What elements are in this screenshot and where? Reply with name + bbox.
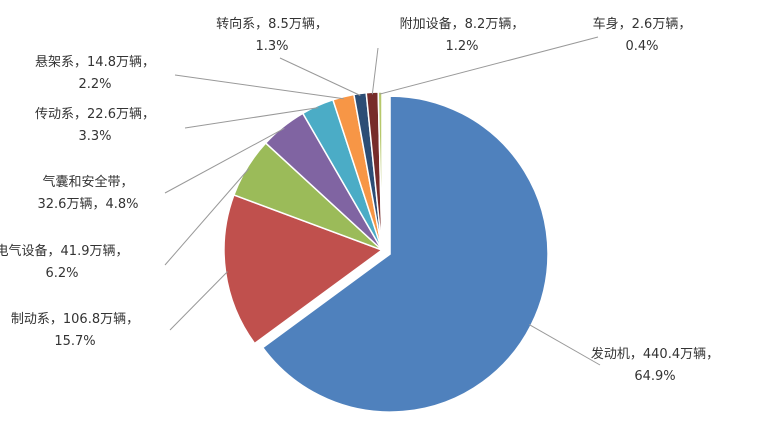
data-label: 制动系，106.8万辆， 15.7% [11, 312, 139, 349]
data-label: 车身，2.6万辆， 0.4% [593, 16, 692, 54]
leader-line [174, 74, 344, 100]
label-part: 2.6万辆 [632, 17, 679, 32]
label-part: ， [315, 17, 328, 32]
label-part: ， [74, 107, 87, 122]
data-label: 气囊和安全带， 32.6万辆，4.8% [38, 174, 139, 212]
data-label: 悬架系，14.8万辆， 2.2% [35, 55, 155, 92]
leader-line [164, 168, 250, 266]
label-part: 8.5万辆 [268, 17, 315, 32]
label-part: 1.2% [445, 39, 478, 54]
pie-slice [377, 91, 383, 251]
label-part: ， [126, 312, 139, 327]
label-part: 0.4% [625, 39, 658, 54]
data-label: 转向系，8.5万辆， 1.3% [216, 16, 328, 54]
label-part: 8.2万辆 [465, 17, 512, 32]
label-part: 22.6万辆 [87, 107, 142, 122]
label-part: ， [50, 312, 63, 327]
leader-line [279, 57, 361, 96]
leader-line [164, 127, 285, 194]
label-part: 发动机 [591, 346, 630, 362]
label-part: 41.9万辆 [61, 244, 116, 259]
label-part: 64.9% [634, 369, 675, 384]
label-part: ， [706, 347, 719, 362]
label-part: 440.4万辆 [643, 347, 706, 362]
label-part: 2.2% [78, 77, 111, 92]
data-label: 发动机，440.4万辆， 64.9% [591, 346, 719, 384]
label-part: ， [511, 17, 524, 32]
label-part: ， [255, 17, 268, 32]
label-part: ， [74, 55, 87, 70]
leader-line [528, 324, 601, 366]
data-label: 附加设备，8.2万辆， 1.2% [400, 16, 525, 54]
label-part: 14.8万辆 [87, 55, 142, 70]
label-part: ， [678, 17, 691, 32]
leader-line [379, 36, 599, 95]
label-part: ， [115, 244, 128, 259]
label-part: 106.8万辆 [63, 312, 126, 327]
label-part: 4.8% [105, 197, 138, 212]
label-part: 车身 [593, 16, 619, 32]
label-part: 转向系 [216, 16, 255, 32]
leader-line [169, 271, 228, 331]
label-part: 附加设备 [400, 16, 452, 32]
label-part: 悬架系 [35, 55, 74, 70]
label-part: ， [121, 175, 134, 190]
label-part: 电气设备 [0, 243, 48, 259]
label-part: ， [142, 107, 155, 122]
data-label: 传动系，22.6万辆， 3.3% [35, 107, 155, 144]
label-part: 6.2% [45, 266, 78, 281]
label-part: 气囊和安全带 [42, 174, 120, 190]
label-part: 传动系 [35, 107, 74, 122]
leader-line [371, 47, 379, 95]
label-part: ， [452, 17, 465, 32]
label-part: 32.6万辆 [38, 197, 93, 212]
leader-line [184, 107, 319, 129]
data-label: 电气设备，41.9万辆， 6.2% [0, 243, 129, 281]
pie-slice [223, 194, 384, 345]
label-part: 制动系 [11, 312, 50, 327]
label-part: 15.7% [54, 334, 95, 349]
label-part: ， [48, 244, 61, 259]
label-part: ， [630, 347, 643, 362]
label-part: 3.3% [78, 129, 111, 144]
label-part: ， [619, 17, 632, 32]
label-part: 1.3% [255, 39, 288, 54]
label-part: ， [142, 55, 155, 70]
label-part: ， [92, 197, 105, 212]
